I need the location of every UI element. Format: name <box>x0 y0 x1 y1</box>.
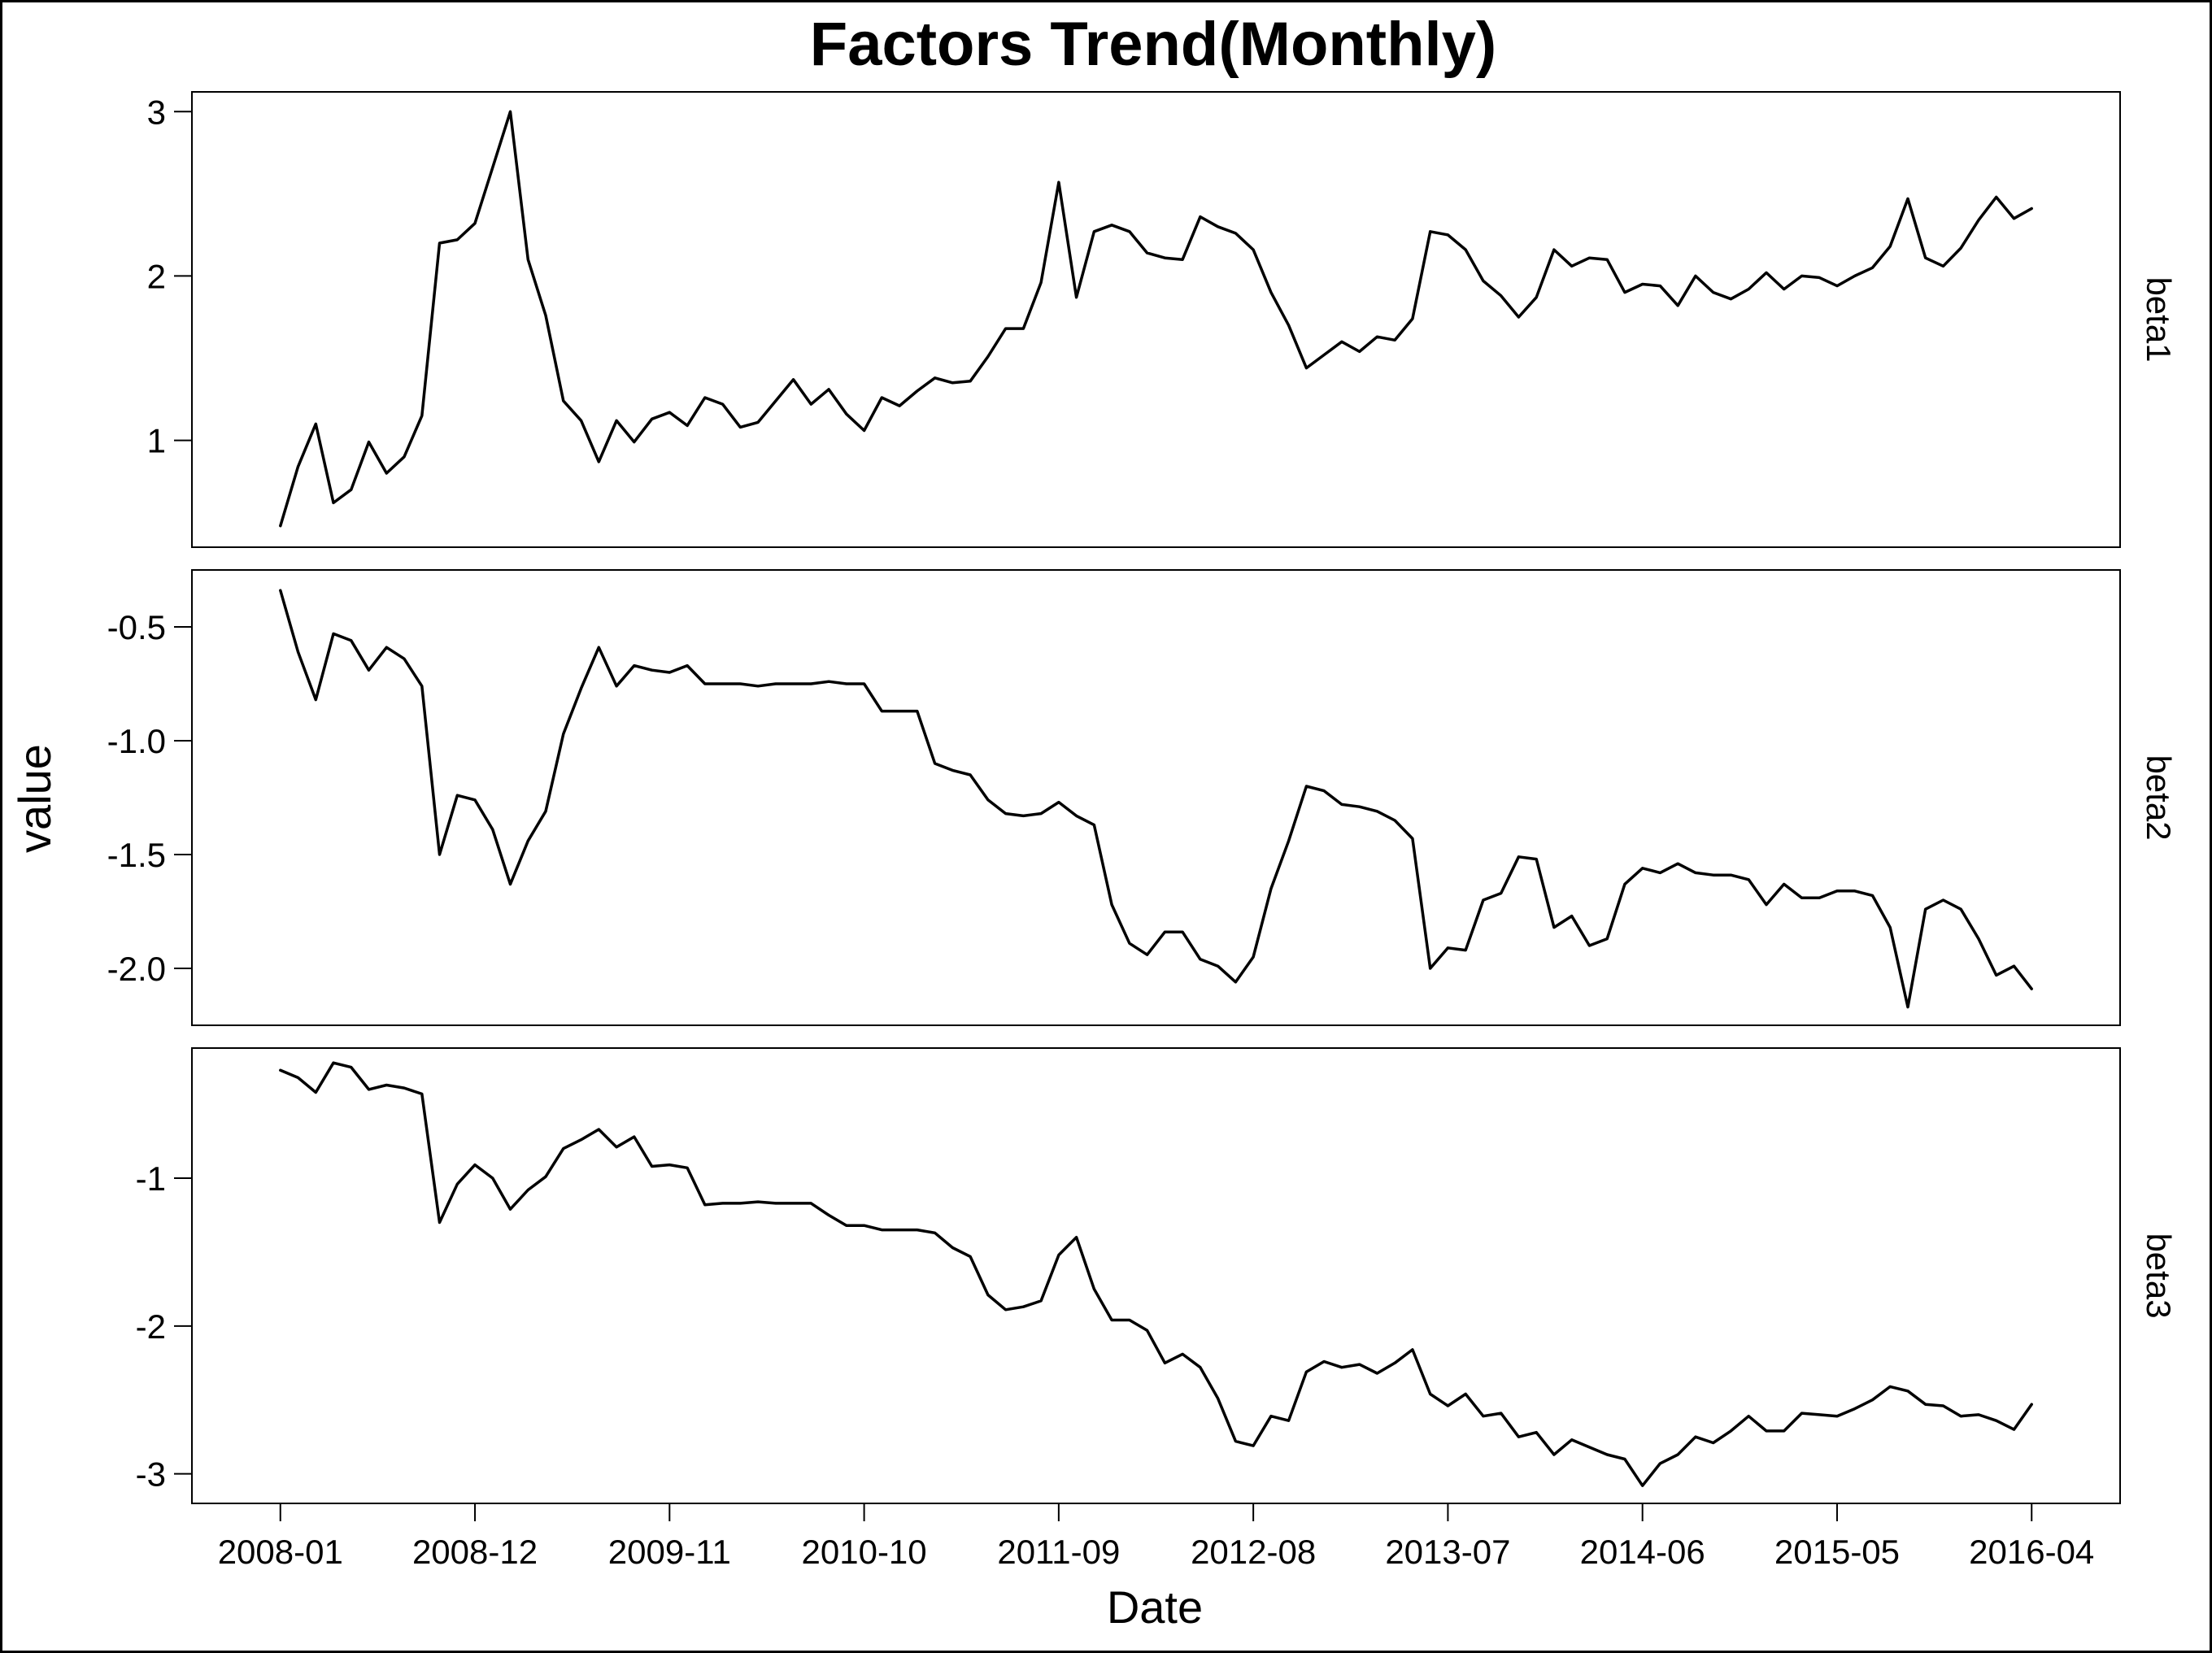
panel-frame <box>191 569 2121 1026</box>
series-line-beta3 <box>279 1061 2033 1487</box>
x-tick-label: 2016-04 <box>1969 1533 2094 1571</box>
x-tick-label: 2012-08 <box>1191 1533 1316 1571</box>
panel-frame <box>191 1047 2121 1504</box>
x-tick-label: 2008-01 <box>218 1533 343 1571</box>
x-axis: 2008-01 2008-12 2009-11 2010-10 2011-09 2012-… <box>218 1503 2094 1571</box>
series-line-beta2 <box>279 589 2033 1009</box>
chart-title: Factors Trend(Monthly) <box>810 10 1496 79</box>
y-tick-label: 3 <box>147 93 166 131</box>
panel-beta3: -1 -2 -3 beta3 <box>136 1047 2178 1504</box>
strip-label-beta2: beta2 <box>2140 755 2178 840</box>
x-tick-label: 2013-07 <box>1385 1533 1510 1571</box>
series-line-beta1 <box>279 110 2033 528</box>
y-tick-label: -1.0 <box>107 722 166 760</box>
panel-frame <box>191 91 2121 548</box>
x-tick-label: 2015-05 <box>1774 1533 1900 1571</box>
y-tick-label: -3 <box>136 1455 166 1494</box>
y-tick-label: 1 <box>147 422 166 460</box>
strip-label-beta1: beta1 <box>2140 276 2178 362</box>
y-tick-label: -2 <box>136 1307 166 1346</box>
strip-label-beta3: beta3 <box>2140 1233 2178 1318</box>
y-tick-label: 2 <box>147 257 166 295</box>
x-axis-title: Date <box>1107 1581 1203 1633</box>
x-tick-label: 2008-12 <box>412 1533 538 1571</box>
panel-beta2: -0.5 -1.0 -1.5 -2.0 beta2 <box>107 569 2178 1026</box>
x-tick-label: 2014-06 <box>1580 1533 1705 1571</box>
panel-beta1: 1 2 3 beta1 <box>147 91 2178 548</box>
y-tick-label: -1 <box>136 1159 166 1198</box>
x-tick-label: 2010-10 <box>802 1533 927 1571</box>
x-tick-label: 2011-09 <box>997 1533 1120 1571</box>
y-tick-label: -2.0 <box>107 950 166 988</box>
chart-panels: 1 2 3 beta1 -0.5 -1.0 -1.5 -2.0 beta2 -1 -2 -3 beta3 <box>107 91 2178 1504</box>
y-tick-label: -0.5 <box>107 608 166 646</box>
x-tick-label: 2009-11 <box>608 1533 731 1571</box>
y-tick-label: -1.5 <box>107 836 166 874</box>
y-axis-title: value <box>9 744 60 853</box>
